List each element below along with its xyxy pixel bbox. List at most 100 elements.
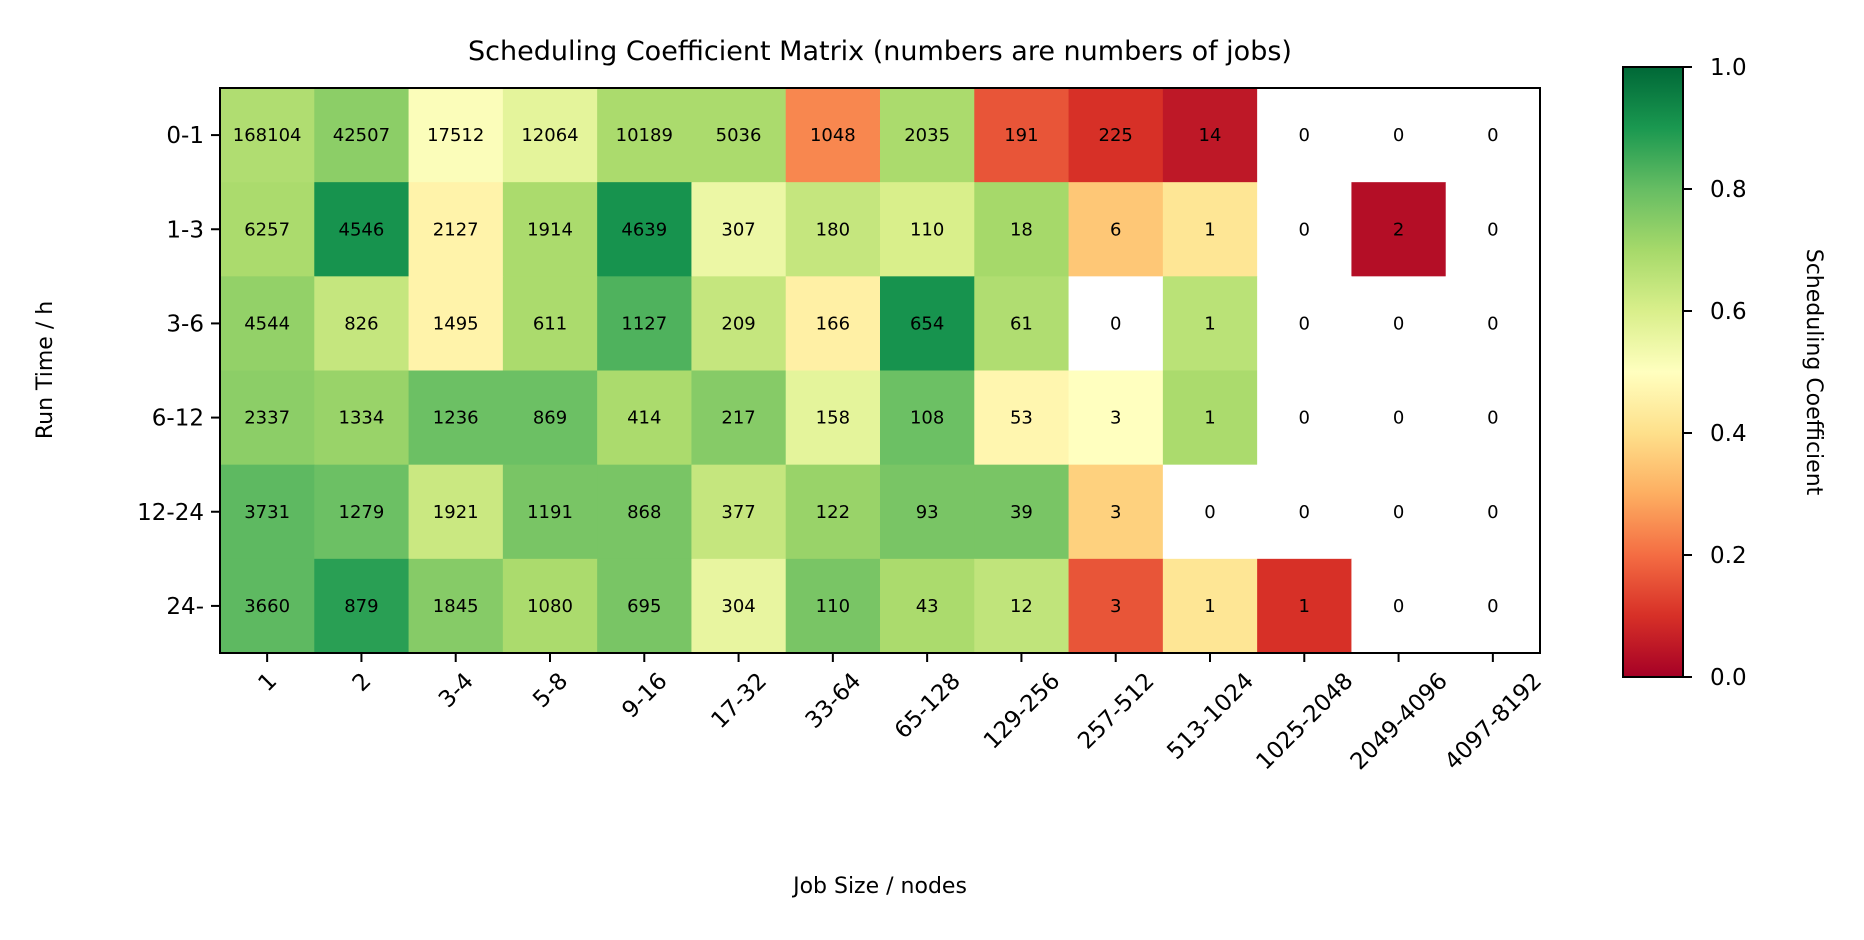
heatmap-cell [785,370,881,466]
cell-count-label: 43 [916,596,939,617]
y-tick-label: 6-12 [152,406,204,432]
cell-count-label: 12 [1010,596,1033,617]
cell-count-label: 225 [1099,125,1133,146]
cell-count-label: 61 [1010,313,1033,334]
cell-count-label: 654 [910,313,944,334]
x-tick-label: 1025-2048 [1251,668,1358,775]
heatmap-cell [974,88,1070,183]
cell-count-label: 0 [1393,125,1404,146]
colorbar-tick-label: 0.4 [1710,421,1747,447]
cell-count-label: 869 [533,408,567,429]
colorbar-tick-label: 0.2 [1710,543,1747,569]
heatmap-cell [691,370,787,466]
cell-count-label: 1080 [527,596,573,617]
heatmap-cell [314,558,410,654]
heatmap-cell [408,182,504,277]
heatmap-cell [974,464,1070,560]
heatmap-cell [880,558,975,654]
cell-count-label: 0 [1299,313,1310,334]
heatmap-cell [691,182,787,277]
cell-count-label: 0 [1393,313,1404,334]
heatmap-cells [220,88,1541,654]
heatmap-cell [1445,276,1541,371]
cell-count-label: 4546 [339,219,385,240]
x-axis-ticks: 1 2 3-4 5-8 9-16 17-32 33-64 65-128 129-256 257-5… [253,653,1547,775]
cell-count-label: 12064 [521,125,578,146]
y-tick-label: 3-6 [166,311,204,337]
heatmap-cell [1068,370,1164,466]
heatmap-cell [502,464,598,560]
x-axis-label: Job Size / nodes [791,874,967,899]
heatmap-cell [502,370,598,466]
cell-count-label: 0 [1299,219,1310,240]
heatmap-cell [220,558,315,654]
heatmap-cell [1257,558,1352,654]
heatmap-cell [408,464,504,560]
colorbar-label: Scheduling Coefficient [1801,249,1826,496]
colorbar-tick-label: 0.8 [1710,177,1747,203]
cell-count-label: 0 [1299,125,1310,146]
cell-count-label: 3 [1110,408,1121,429]
heatmap-cell [1351,464,1447,560]
x-tick-label: 2 [348,668,377,697]
heatmap-cell [1445,464,1541,560]
heatmap-cell [597,182,692,277]
heatmap-cell [1445,558,1541,654]
x-tick-label: 3-4 [434,668,479,713]
heatmap-cell [1068,182,1164,277]
heatmap-cell [408,370,504,466]
heatmap-cell [880,276,975,371]
cell-count-label: 17512 [427,125,484,146]
heatmap-cell [597,558,692,654]
y-tick-label: 24- [166,594,204,620]
heatmap-cell [880,370,975,466]
heatmap-cell [1257,88,1352,183]
cell-count-label: 39 [1010,502,1033,523]
cell-count-label: 6257 [244,219,290,240]
cell-count-label: 1914 [527,219,573,240]
heatmap-cell [691,88,787,183]
heatmap-cell [502,558,598,654]
x-tick-label: 513-1024 [1162,668,1259,765]
heatmap-cell [785,88,881,183]
cell-count-label: 6 [1110,219,1121,240]
cell-count-label: 1 [1204,313,1215,334]
heatmap-cell [974,182,1070,277]
heatmap-cell [502,88,598,183]
cell-count-label: 304 [721,596,755,617]
x-tick-label: 257-512 [1073,668,1159,754]
cell-count-label: 1236 [433,408,479,429]
heatmap-cell [314,464,410,560]
cell-count-label: 3 [1110,502,1121,523]
cell-count-label: 4544 [244,313,290,334]
heatmap-cell [1162,370,1258,466]
cell-count-label: 1191 [527,502,573,523]
cell-count-label: 0 [1393,502,1404,523]
y-axis-ticks: 0-1 1-3 3-6 6-12 12-24 24- [137,123,220,620]
cell-count-label: 0 [1487,596,1498,617]
cell-count-label: 4639 [621,219,667,240]
cell-count-label: 1334 [339,408,385,429]
cell-count-label: 0 [1487,313,1498,334]
heatmap-cell [974,276,1070,371]
cell-count-label: 826 [344,313,378,334]
heatmap-cell [974,558,1070,654]
y-tick-label: 0-1 [166,123,204,149]
y-axis-label: Run Time / h [33,301,58,439]
x-tick-label: 129-256 [979,668,1065,754]
colorbar [1622,66,1684,678]
heatmap-cell [785,182,881,277]
x-tick-label: 5-8 [528,668,573,713]
cell-count-label: 3731 [244,502,290,523]
cell-count-label: 10189 [616,125,673,146]
heatmap-cell [597,464,692,560]
cell-count-label: 1 [1204,219,1215,240]
heatmap-cell [1162,88,1258,183]
cell-count-label: 0 [1393,408,1404,429]
heatmap-cell [1068,464,1164,560]
heatmap-cell [1257,182,1352,277]
cell-count-label: 0 [1487,125,1498,146]
cell-count-label: 3660 [244,596,290,617]
plot-frame [219,87,1541,654]
